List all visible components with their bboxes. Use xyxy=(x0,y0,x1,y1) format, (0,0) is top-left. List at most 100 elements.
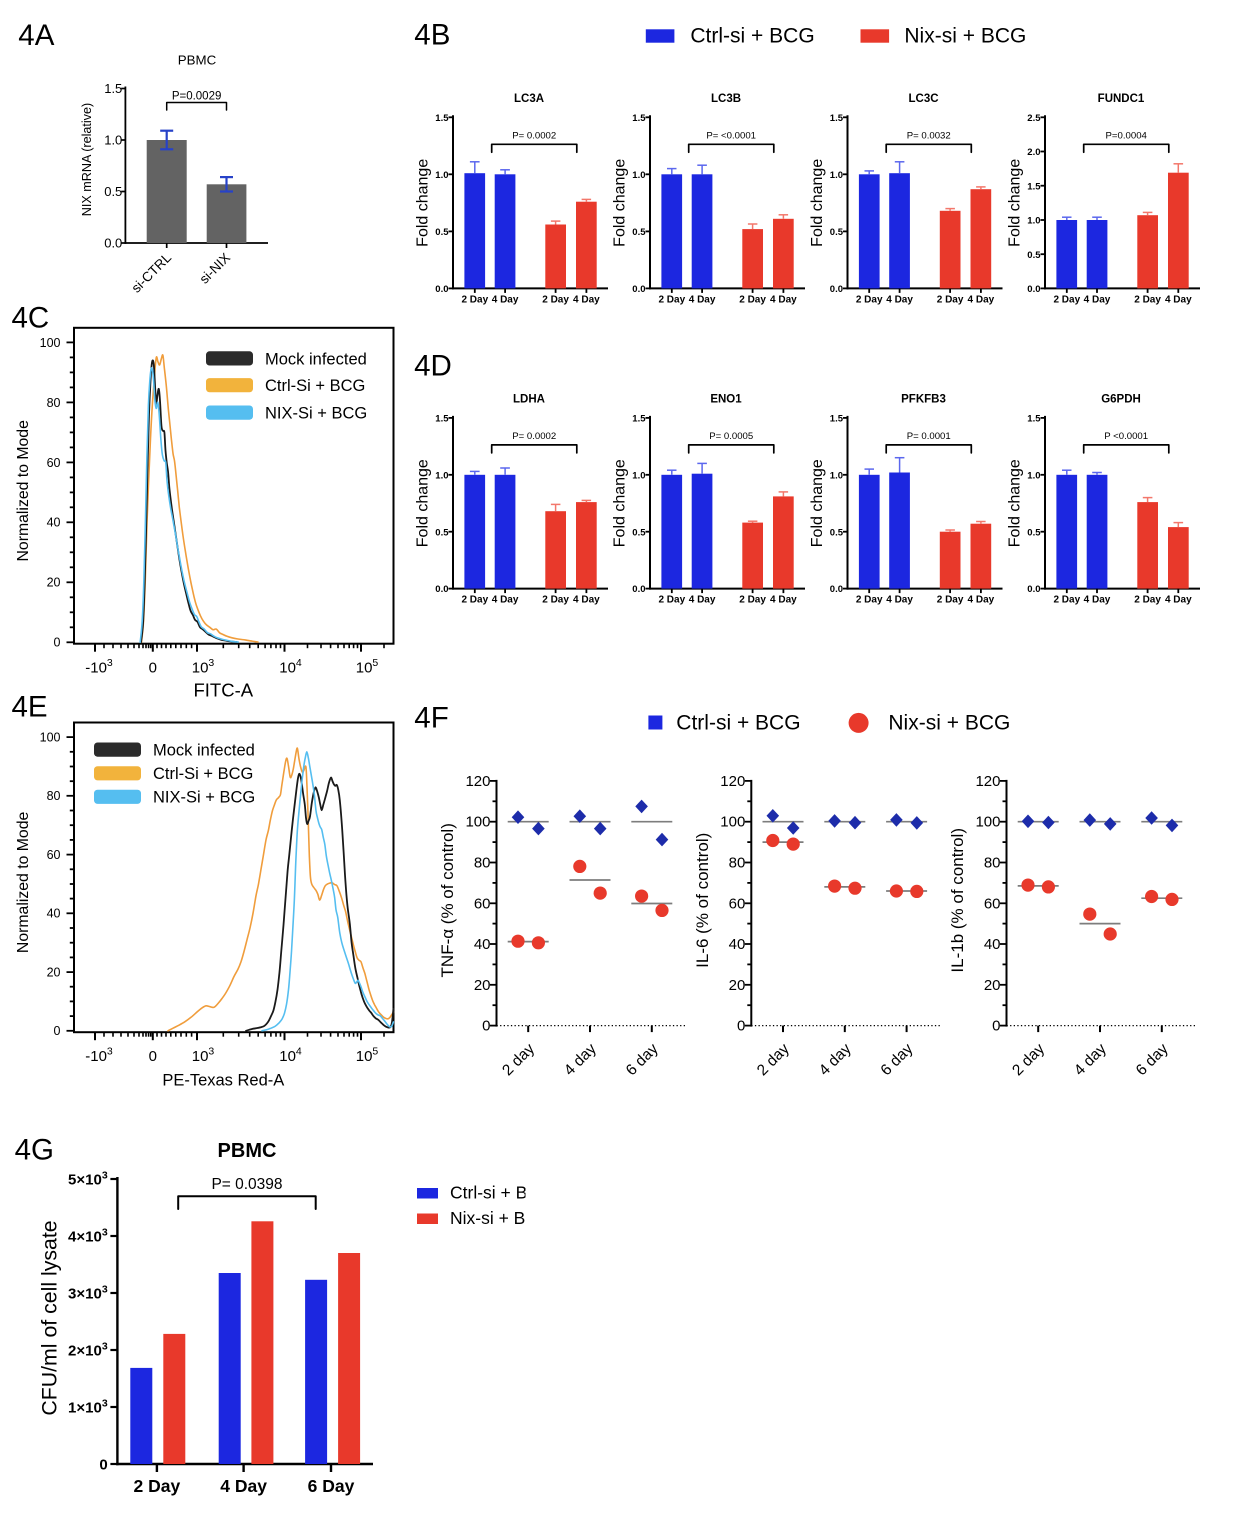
svg-text:100: 100 xyxy=(40,731,61,745)
svg-text:4 Day: 4 Day xyxy=(770,294,797,305)
svg-text:2 Day: 2 Day xyxy=(542,294,569,305)
svg-text:P <0.0001: P <0.0001 xyxy=(1104,431,1148,442)
svg-text:P= 0.0005: P= 0.0005 xyxy=(709,431,753,442)
svg-text:1.5: 1.5 xyxy=(632,113,646,124)
svg-text:20: 20 xyxy=(474,977,491,994)
svg-text:0.0: 0.0 xyxy=(632,584,645,595)
svg-text:0: 0 xyxy=(99,1457,107,1474)
svg-text:Fold change: Fold change xyxy=(612,159,629,247)
svg-text:1.5: 1.5 xyxy=(104,81,122,96)
svg-text:4 Day: 4 Day xyxy=(886,595,913,606)
svg-text:0.0: 0.0 xyxy=(435,284,448,295)
svg-text:2 Day: 2 Day xyxy=(1053,294,1080,305)
svg-text:1.0: 1.0 xyxy=(830,170,843,181)
svg-text:LC3C: LC3C xyxy=(908,93,938,105)
svg-text:TNF-α (% of control): TNF-α (% of control) xyxy=(438,823,457,977)
svg-text:1×103: 1×103 xyxy=(68,1398,108,1417)
svg-text:60: 60 xyxy=(47,456,61,470)
svg-text:Fold change: Fold change xyxy=(809,159,826,247)
svg-text:4E: 4E xyxy=(12,690,48,723)
svg-text:0.0: 0.0 xyxy=(1027,284,1040,295)
svg-text:2 Day: 2 Day xyxy=(739,595,766,606)
svg-text:4 Day: 4 Day xyxy=(1165,595,1192,606)
svg-text:IL-6 (% of control): IL-6 (% of control) xyxy=(693,833,712,968)
svg-text:1.5: 1.5 xyxy=(1027,414,1041,425)
svg-text:4 Day: 4 Day xyxy=(1165,294,1192,305)
svg-text:4B: 4B xyxy=(414,19,450,52)
svg-text:5×103: 5×103 xyxy=(68,1170,108,1189)
svg-text:80: 80 xyxy=(47,396,61,410)
svg-text:40: 40 xyxy=(47,907,61,921)
svg-text:PFKFB3: PFKFB3 xyxy=(901,393,946,405)
svg-text:Mock infected: Mock infected xyxy=(153,742,255,760)
svg-text:2 Day: 2 Day xyxy=(937,294,964,305)
svg-text:Fold change: Fold change xyxy=(415,159,432,247)
svg-text:4×103: 4×103 xyxy=(68,1227,108,1246)
svg-text:4 Day: 4 Day xyxy=(689,294,716,305)
svg-text:0.5: 0.5 xyxy=(632,227,646,238)
svg-text:1.0: 1.0 xyxy=(632,470,645,481)
svg-text:0: 0 xyxy=(992,1018,1000,1035)
svg-text:G6PDH: G6PDH xyxy=(1101,393,1141,405)
svg-text:NIX mRNA (relative): NIX mRNA (relative) xyxy=(80,103,94,216)
svg-text:1.0: 1.0 xyxy=(632,170,645,181)
svg-text:1.0: 1.0 xyxy=(104,133,122,148)
svg-text:Normalized to Mode: Normalized to Mode xyxy=(15,420,32,562)
svg-text:4G: 4G xyxy=(15,1134,54,1167)
svg-text:FITC-A: FITC-A xyxy=(193,679,253,700)
svg-text:2 Day: 2 Day xyxy=(542,595,569,606)
svg-text:0: 0 xyxy=(54,636,61,650)
svg-text:40: 40 xyxy=(729,936,746,953)
svg-text:1.5: 1.5 xyxy=(435,113,449,124)
svg-text:1.0: 1.0 xyxy=(1027,470,1040,481)
svg-text:4 Day: 4 Day xyxy=(1084,294,1111,305)
svg-text:4A: 4A xyxy=(18,19,54,52)
svg-text:1.0: 1.0 xyxy=(1027,216,1040,227)
svg-text:4F: 4F xyxy=(414,702,448,735)
svg-text:Fold change: Fold change xyxy=(415,459,432,547)
svg-text:3×103: 3×103 xyxy=(68,1284,108,1303)
svg-text:100: 100 xyxy=(40,336,61,350)
svg-text:2 Day: 2 Day xyxy=(937,595,964,606)
svg-text:4 Day: 4 Day xyxy=(689,595,716,606)
svg-text:2 Day: 2 Day xyxy=(1134,595,1161,606)
svg-text:20: 20 xyxy=(47,966,61,980)
svg-text:2 Day: 2 Day xyxy=(739,294,766,305)
svg-text:P= 0.0032: P= 0.0032 xyxy=(907,130,951,141)
svg-text:0.0: 0.0 xyxy=(830,584,843,595)
svg-text:0: 0 xyxy=(482,1018,490,1035)
svg-text:Ctrl-si + BCG: Ctrl-si + BCG xyxy=(676,712,800,735)
svg-text:4 Day: 4 Day xyxy=(492,294,519,305)
svg-text:4 Day: 4 Day xyxy=(968,595,995,606)
svg-text:2 Day: 2 Day xyxy=(856,294,883,305)
svg-text:20: 20 xyxy=(984,977,1001,994)
svg-text:CFU/ml of cell lysate: CFU/ml of cell lysate xyxy=(38,1220,62,1415)
svg-text:2.0: 2.0 xyxy=(1027,147,1040,158)
svg-text:P= 0.0002: P= 0.0002 xyxy=(512,431,556,442)
svg-text:0.5: 0.5 xyxy=(830,527,844,538)
svg-text:0.5: 0.5 xyxy=(1027,527,1041,538)
svg-text:20: 20 xyxy=(729,977,746,994)
svg-text:40: 40 xyxy=(47,516,61,530)
svg-text:P= 0.0001: P= 0.0001 xyxy=(907,431,951,442)
svg-text:4 Day: 4 Day xyxy=(220,1476,267,1496)
svg-text:1.0: 1.0 xyxy=(435,470,448,481)
svg-text:1.0: 1.0 xyxy=(830,470,843,481)
svg-text:4C: 4C xyxy=(12,302,50,335)
svg-text:ENO1: ENO1 xyxy=(710,393,742,405)
svg-text:0.5: 0.5 xyxy=(632,527,646,538)
svg-text:1.5: 1.5 xyxy=(632,414,646,425)
svg-text:Mock infected: Mock infected xyxy=(265,350,367,368)
svg-text:Nix-si + BCG: Nix-si + BCG xyxy=(904,25,1026,48)
svg-text:PE-Texas Red-A: PE-Texas Red-A xyxy=(162,1072,284,1090)
svg-text:4D: 4D xyxy=(414,350,452,383)
svg-text:100: 100 xyxy=(975,814,1000,831)
svg-text:2 Day: 2 Day xyxy=(1134,294,1161,305)
svg-text:NIX-Si + BCG: NIX-Si + BCG xyxy=(153,789,255,807)
svg-text:6 Day: 6 Day xyxy=(308,1476,355,1496)
svg-text:P= 0.0398: P= 0.0398 xyxy=(211,1176,282,1193)
svg-text:0: 0 xyxy=(737,1018,745,1035)
svg-text:0.5: 0.5 xyxy=(435,527,449,538)
svg-text:0.0: 0.0 xyxy=(435,584,448,595)
svg-text:Fold change: Fold change xyxy=(809,459,826,547)
